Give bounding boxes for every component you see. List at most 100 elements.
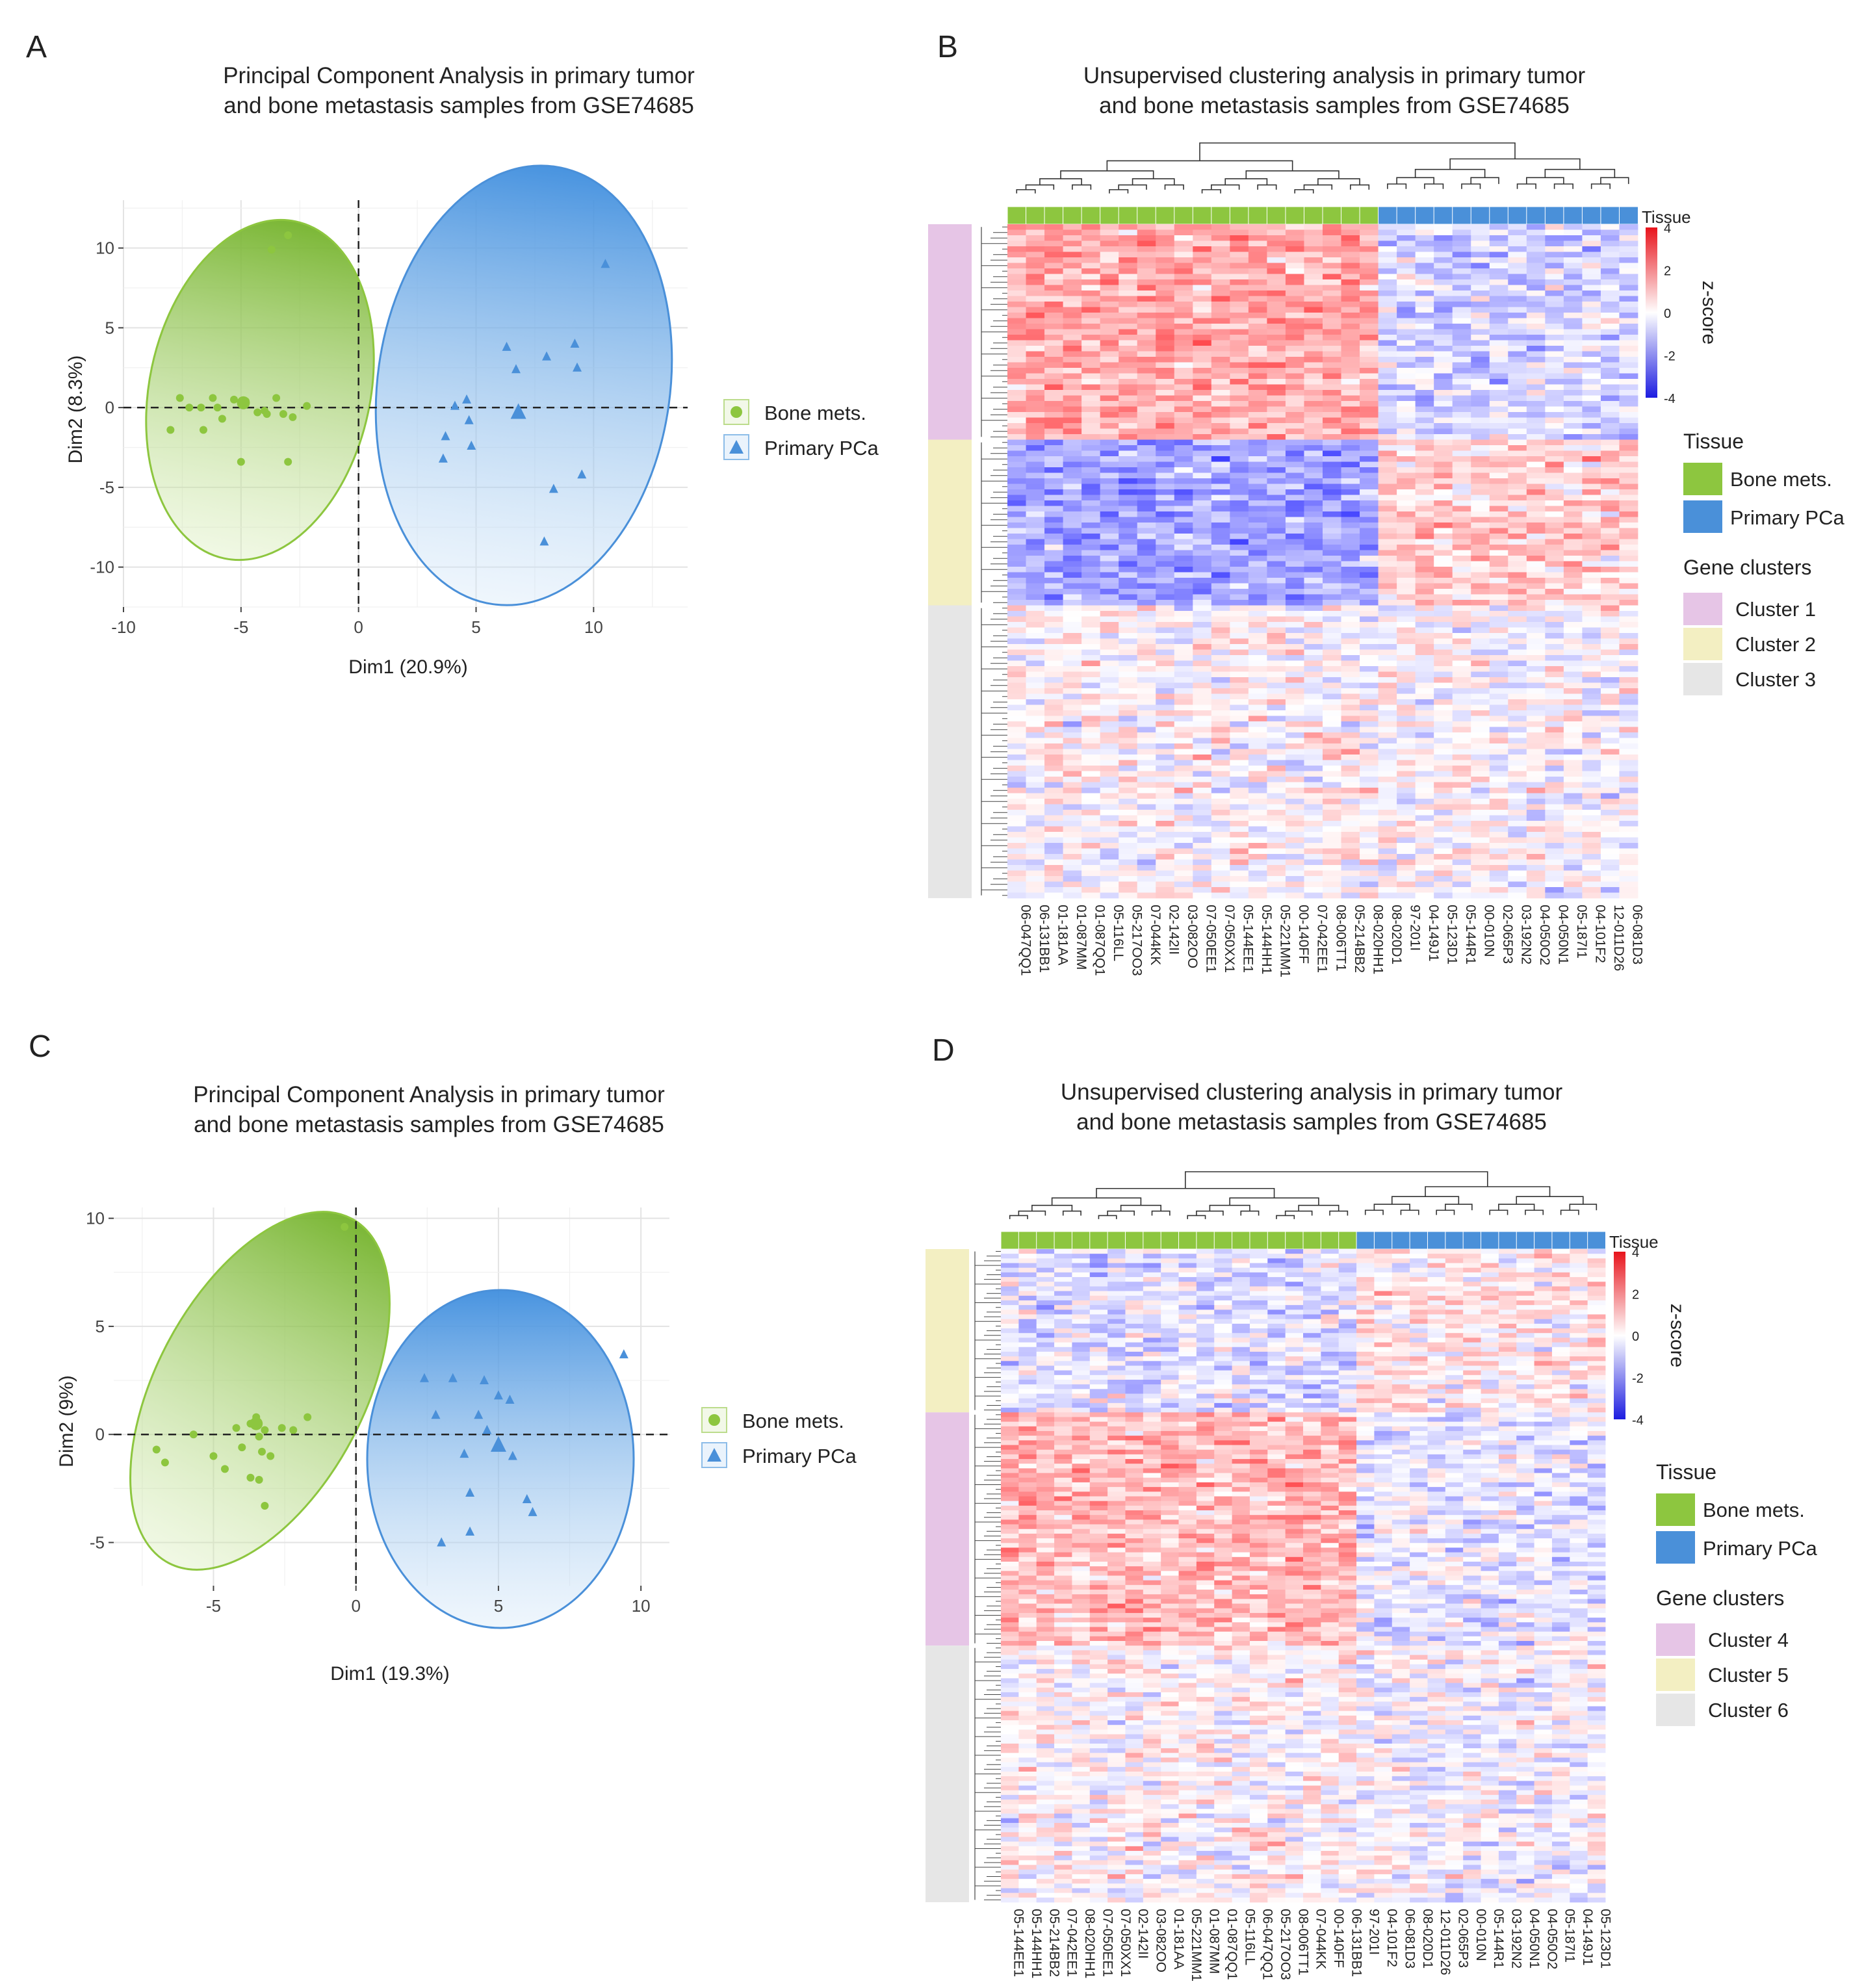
heatmap-cell xyxy=(1563,229,1583,236)
heatmap-cell xyxy=(1471,274,1490,280)
heatmap-cell xyxy=(1081,556,1101,562)
heatmap-cell xyxy=(1526,682,1546,689)
heatmap-cell xyxy=(1174,567,1193,573)
colorbar-tick-label: -4 xyxy=(1664,392,1676,406)
heatmap-cell xyxy=(1178,1263,1197,1269)
heatmap-cell xyxy=(1156,268,1175,274)
heatmap-cell xyxy=(1007,346,1026,352)
heatmap-cell xyxy=(1248,832,1267,838)
heatmap-cell xyxy=(1174,307,1193,313)
heatmap-cell xyxy=(1193,693,1212,700)
heatmap-cell xyxy=(1214,1277,1232,1282)
heatmap-cell xyxy=(1323,611,1341,617)
heatmap-cell xyxy=(1304,357,1323,363)
heatmap-cell xyxy=(1304,556,1323,562)
heatmap-cell xyxy=(1174,892,1193,899)
heatmap-cell xyxy=(1619,539,1638,545)
data-point xyxy=(619,1349,628,1359)
heatmap-cell xyxy=(1323,346,1341,352)
heatmap-cell xyxy=(1304,727,1323,733)
heatmap-cell xyxy=(1378,578,1397,584)
heatmap-cell xyxy=(1563,649,1583,656)
heatmap-cell xyxy=(1471,600,1490,606)
heatmap-cell xyxy=(1397,859,1416,866)
heatmap-cell xyxy=(1489,506,1508,512)
heatmap-cell xyxy=(1248,660,1267,667)
heatmap-cell xyxy=(1341,434,1360,440)
heatmap-cell xyxy=(1526,743,1546,749)
heatmap-cell xyxy=(1100,302,1119,307)
heatmap-cell xyxy=(1001,1263,1019,1269)
heatmap-cell xyxy=(1582,616,1601,623)
heatmap-cell xyxy=(1563,666,1583,672)
data-point xyxy=(493,1390,503,1400)
heatmap-cell xyxy=(1427,1286,1446,1292)
heatmap-cell xyxy=(1081,749,1101,755)
heatmap-cell xyxy=(1044,445,1063,451)
heatmap-cell xyxy=(1397,511,1416,517)
heatmap-cell xyxy=(1360,804,1379,810)
heatmap-cell xyxy=(1452,843,1471,849)
heatmap-cell xyxy=(1471,279,1490,285)
heatmap-cell xyxy=(1498,1282,1517,1287)
heatmap-cell xyxy=(1230,274,1249,280)
heatmap-cell xyxy=(1338,1282,1357,1287)
heatmap-cell xyxy=(1378,815,1397,821)
heatmap-cell xyxy=(1174,622,1193,628)
heatmap-cell xyxy=(1285,716,1304,722)
heatmap-cell xyxy=(1304,876,1323,882)
heatmap-cell xyxy=(1267,892,1286,899)
heatmap-cell xyxy=(1001,1272,1019,1278)
heatmap-cell xyxy=(1304,445,1323,451)
heatmap-cell xyxy=(1100,738,1119,744)
heatmap-cell xyxy=(1563,771,1583,777)
heatmap-cell xyxy=(1600,721,1620,727)
heatmap-cell xyxy=(1452,622,1471,628)
column-label: 01-181AA xyxy=(1055,905,1070,965)
heatmap-cell xyxy=(1007,324,1026,329)
heatmap-cell xyxy=(1044,583,1063,589)
heatmap-cell xyxy=(1026,710,1045,716)
heatmap-cell xyxy=(1044,589,1063,595)
data-point xyxy=(213,404,222,412)
heatmap-cell xyxy=(1285,307,1304,313)
heatmap-cell xyxy=(1063,423,1082,429)
heatmap-cell xyxy=(1100,412,1119,418)
heatmap-cell xyxy=(1156,881,1175,888)
heatmap-cell xyxy=(1582,556,1601,562)
heatmap-cell xyxy=(1434,302,1453,307)
heatmap-cell xyxy=(1323,550,1341,556)
heatmap-cell xyxy=(1285,318,1304,324)
heatmap-cell xyxy=(1285,611,1304,617)
heatmap-cell xyxy=(1125,1272,1144,1278)
heatmap-cell xyxy=(1119,511,1138,517)
heatmap-cell xyxy=(1100,528,1119,534)
heatmap-cell xyxy=(1526,655,1546,661)
heatmap-cell xyxy=(1100,467,1119,473)
heatmap-cell xyxy=(1007,379,1026,385)
heatmap-cell xyxy=(1471,290,1490,296)
heatmap-cell xyxy=(1563,456,1583,462)
heatmap-cell xyxy=(1119,235,1138,241)
heatmap-cell xyxy=(1341,495,1360,501)
heatmap-cell xyxy=(1119,854,1138,860)
heatmap-cell xyxy=(1230,302,1249,307)
heatmap-cell xyxy=(1600,578,1620,584)
heatmap-cell xyxy=(1081,876,1101,882)
heatmap-cell xyxy=(1081,572,1101,578)
heatmap-cell xyxy=(1563,362,1583,368)
heatmap-cell xyxy=(1415,489,1434,495)
heatmap-cell xyxy=(1044,395,1063,402)
heatmap-cell xyxy=(1267,627,1286,634)
heatmap-cell xyxy=(1415,523,1434,528)
heatmap-cell xyxy=(1452,627,1471,634)
heatmap-cell xyxy=(1119,832,1138,838)
heatmap-cell xyxy=(1081,693,1101,700)
heatmap-cell xyxy=(1100,876,1119,882)
heatmap-cell xyxy=(1193,263,1212,269)
heatmap-cell xyxy=(1545,876,1564,882)
heatmap-cell xyxy=(1026,727,1045,733)
heatmap-cell xyxy=(1156,704,1175,711)
heatmap-cell xyxy=(1211,506,1230,512)
column-dendrogram-branch xyxy=(1229,1197,1319,1206)
